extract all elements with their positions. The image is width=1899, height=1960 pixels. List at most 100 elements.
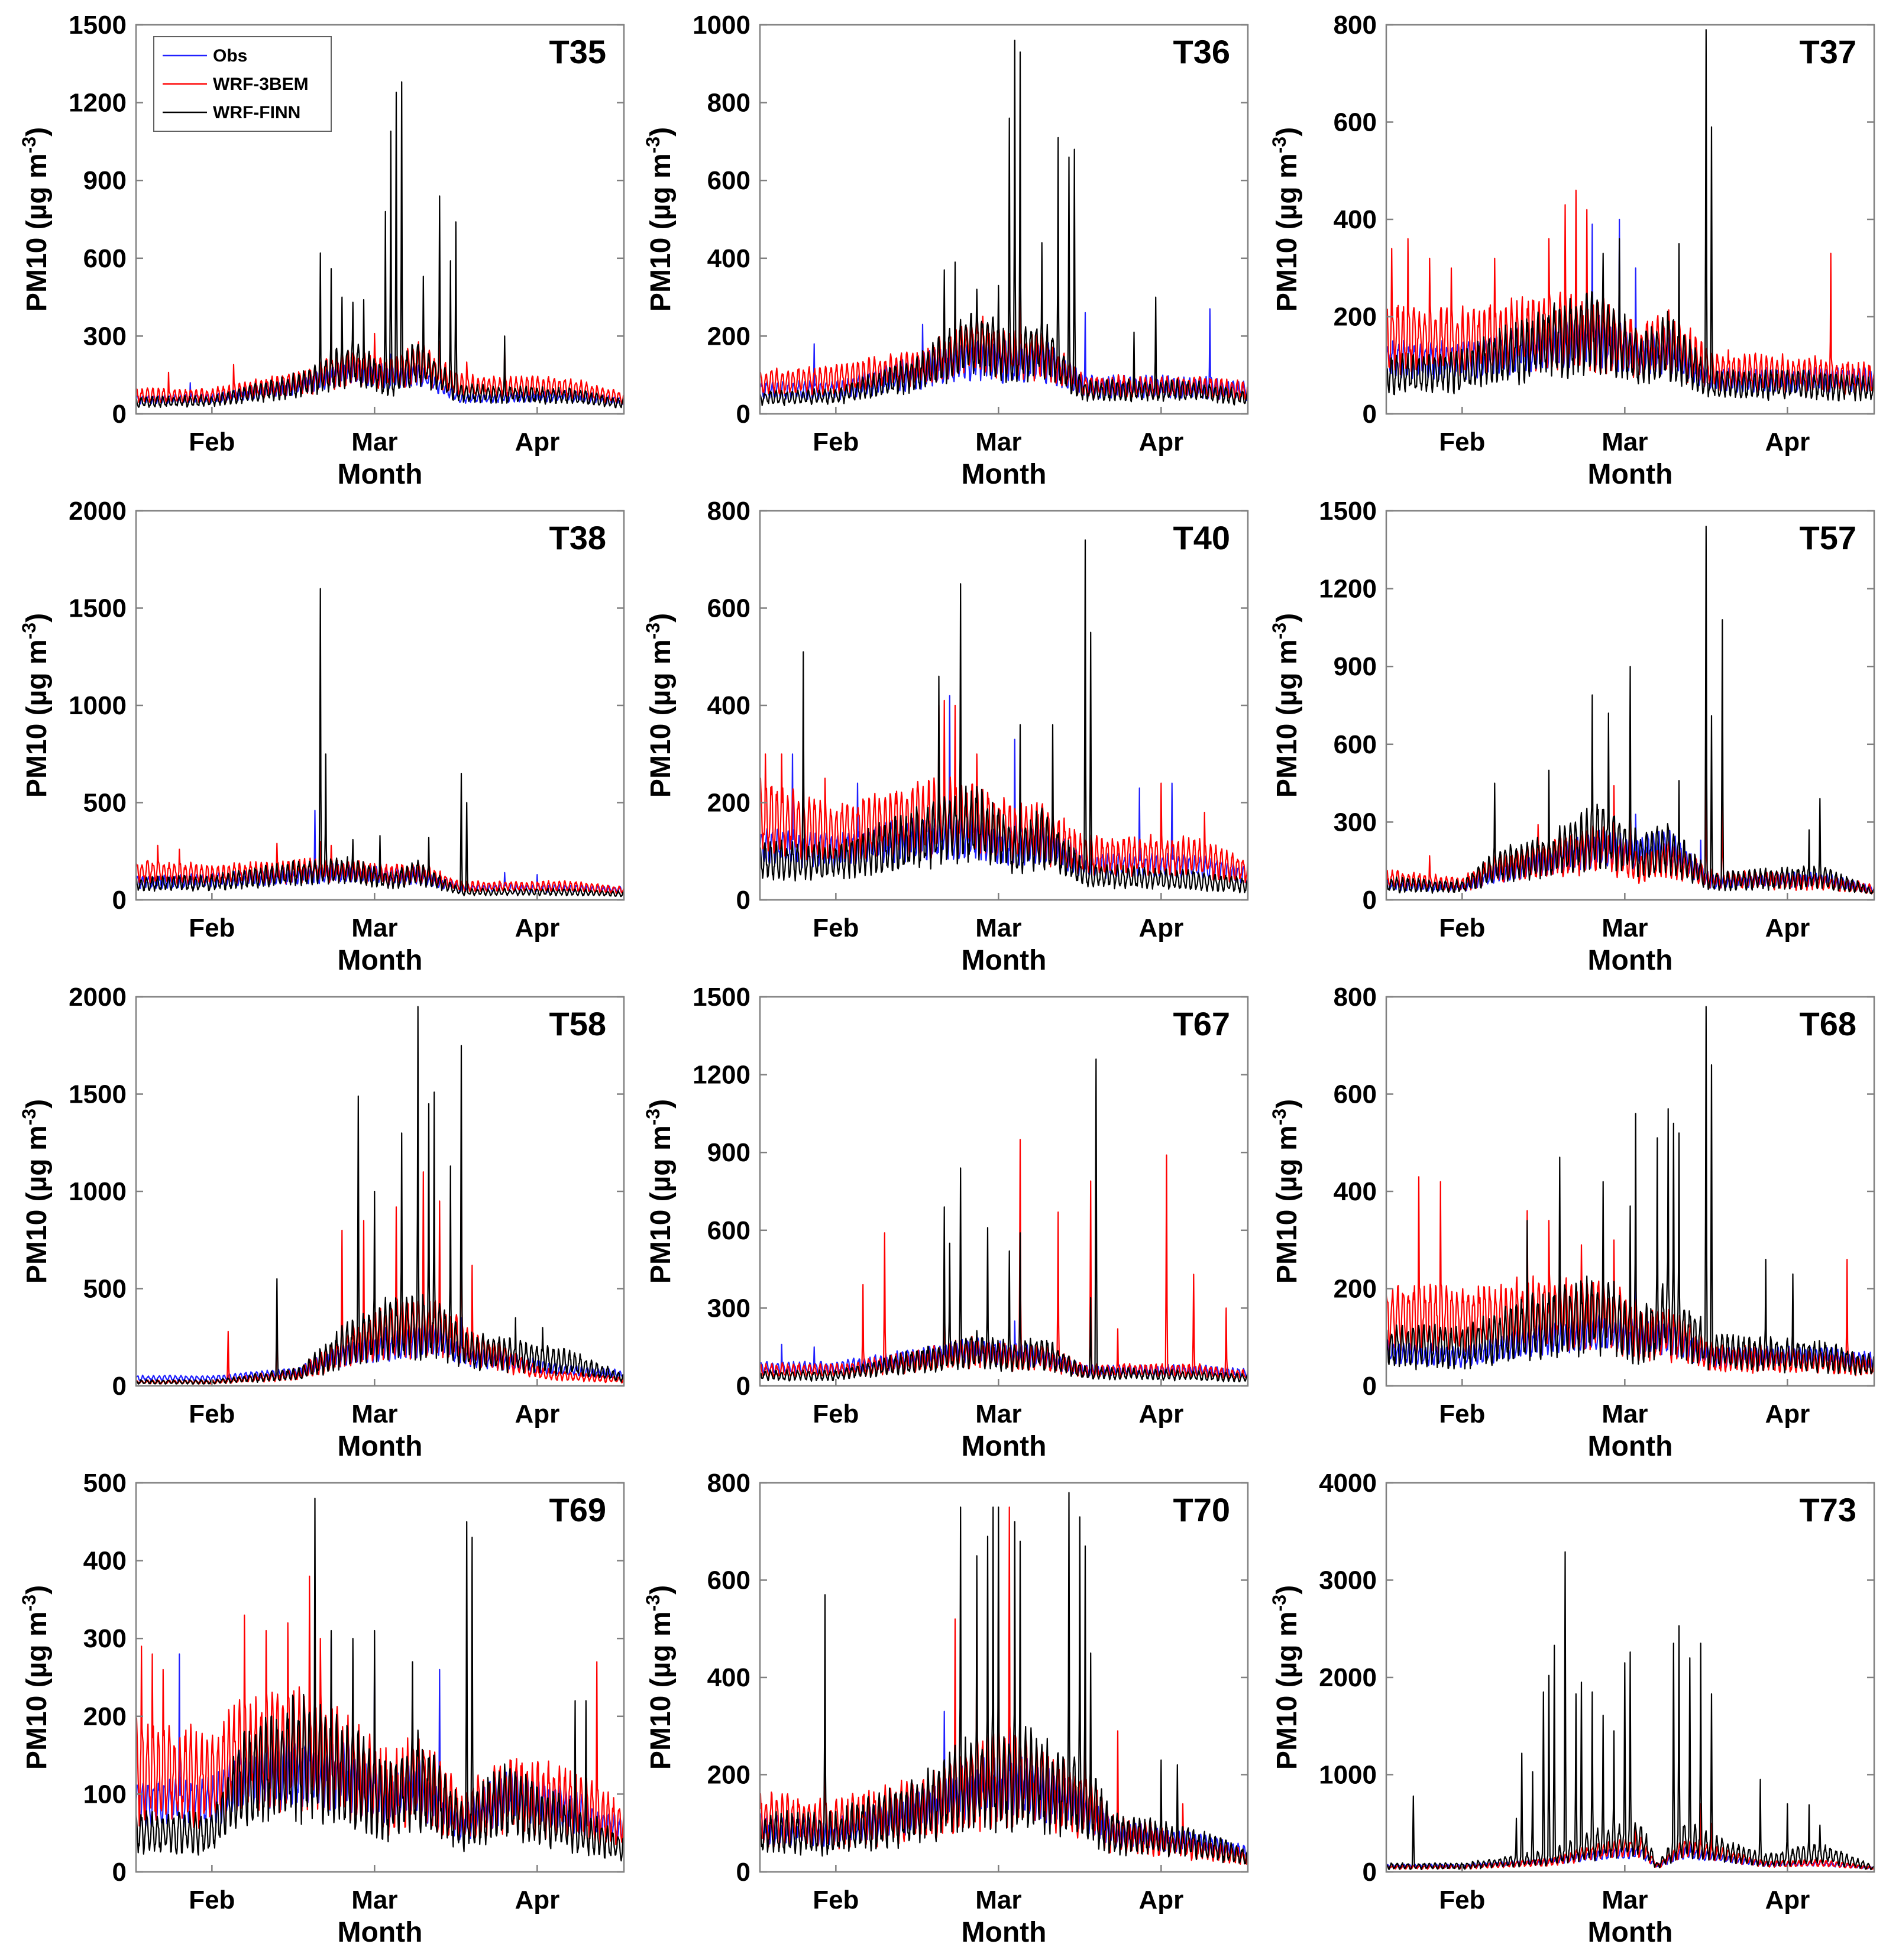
y-tick-label: 600 [707, 1216, 750, 1245]
series-line-wrf-3bem [760, 1507, 1248, 1865]
x-tick-label: Mar [1602, 913, 1648, 942]
y-tick-label: 1500 [1319, 497, 1377, 526]
series-line-wrf-finn [760, 1058, 1248, 1382]
x-tick-label: Mar [351, 1886, 397, 1914]
y-tick-label: 600 [1334, 1080, 1377, 1109]
panel-t40: 0 200 400 600 800 Feb Mar Apr Month PM10 (µg m-3)… [624, 486, 1257, 972]
panel-title: T67 [1173, 1005, 1231, 1042]
y-tick-label: 1500 [69, 594, 127, 623]
y-tick-label: 0 [1363, 886, 1377, 915]
x-tick-label: Apr [1765, 1886, 1810, 1914]
y-tick-label: 900 [83, 166, 127, 195]
chart-t68: 0 200 400 600 800 Feb Mar Apr Month PM10 (µg m-3)… [1269, 983, 1875, 1458]
panel-title: T68 [1800, 1005, 1857, 1042]
y-axis-label: PM10 (µg m-3) [642, 1099, 677, 1284]
series-line-wrf-finn [136, 588, 624, 898]
x-tick-label: Apr [515, 1886, 559, 1914]
chart-t40: 0 200 400 600 800 Feb Mar Apr Month PM10 (µg m-3)… [642, 497, 1249, 972]
y-tick-label: 800 [707, 89, 750, 118]
series-line-wrf-3bem [136, 304, 624, 404]
chart-t38: 0 500 1000 1500 2000 Feb Mar Apr Month PM10 (µg m… [18, 497, 625, 972]
y-tick-label: 0 [1363, 1858, 1377, 1887]
x-tick-label: Apr [515, 913, 559, 942]
x-axis-label: Month [338, 1431, 423, 1458]
y-tick-label: 800 [1334, 983, 1377, 1012]
panel-title: T40 [1173, 519, 1231, 556]
y-tick-label: 2000 [1319, 1663, 1377, 1692]
chart-t73: 0 1000 2000 3000 4000 Feb Mar Apr Month PM10 (µg … [1269, 1469, 1875, 1944]
y-tick-label: 200 [707, 322, 750, 351]
y-axis-label: PM10 (µg m-3) [1269, 1585, 1303, 1770]
y-tick-label: 200 [1334, 1275, 1377, 1304]
y-tick-label: 1200 [69, 89, 127, 118]
panel-t58: 0 500 1000 1500 2000 Feb Mar Apr Month PM10 (µg m… [0, 972, 633, 1458]
series-line-wrf-finn [136, 1006, 624, 1385]
x-axis-label: Month [1588, 1917, 1673, 1944]
y-tick-label: 1000 [693, 11, 750, 40]
x-tick-label: Mar [975, 1886, 1021, 1914]
legend-label-wrf-finn: WRF-FINN [213, 103, 300, 122]
y-tick-label: 400 [83, 1547, 127, 1576]
x-axis-label: Month [1588, 945, 1673, 972]
y-tick-label: 0 [112, 400, 127, 429]
plot-frame [135, 24, 625, 415]
panel-title: T36 [1173, 33, 1231, 70]
x-tick-label: Apr [1765, 427, 1810, 456]
y-axis-label: PM10 (µg m-3) [18, 1099, 53, 1284]
x-axis-label: Month [338, 459, 423, 486]
y-tick-label: 200 [707, 1761, 750, 1790]
series-line-wrf-finn [1386, 29, 1874, 401]
x-tick-label: Feb [1439, 1886, 1485, 1914]
y-tick-label: 800 [707, 1469, 750, 1498]
y-tick-label: 100 [83, 1780, 127, 1809]
y-tick-label: 4000 [1319, 1469, 1377, 1498]
panel-title: T69 [549, 1491, 607, 1528]
y-tick-label: 400 [1334, 205, 1377, 234]
series-line-obs [136, 1317, 624, 1382]
panel-t67: 0 300 600 900 1200 1500 Feb Mar Apr Month PM10 (µg… [624, 972, 1257, 1458]
y-tick-label: 400 [707, 1663, 750, 1692]
y-tick-label: 200 [1334, 303, 1377, 332]
y-tick-label: 800 [1334, 11, 1377, 40]
y-tick-label: 1500 [693, 983, 750, 1012]
x-tick-label: Mar [1602, 1399, 1648, 1428]
y-tick-label: 300 [83, 322, 127, 351]
x-tick-label: Feb [1439, 427, 1485, 456]
y-tick-label: 200 [83, 1702, 127, 1731]
y-tick-label: 0 [736, 1858, 750, 1887]
series-line-wrf-finn [1386, 1006, 1874, 1376]
x-tick-label: Feb [813, 427, 859, 456]
x-tick-label: Mar [351, 427, 397, 456]
y-tick-label: 400 [1334, 1177, 1377, 1206]
y-tick-label: 900 [1334, 652, 1377, 681]
y-axis-label: PM10 (µg m-3) [18, 127, 53, 312]
y-tick-label: 600 [707, 166, 750, 195]
y-axis-label: PM10 (µg m-3) [642, 613, 677, 798]
x-tick-label: Apr [1138, 427, 1183, 456]
x-tick-label: Apr [1138, 1886, 1183, 1914]
y-tick-label: 1000 [69, 1177, 127, 1206]
series-line-wrf-finn [1386, 1551, 1874, 1871]
y-tick-label: 0 [736, 400, 750, 429]
y-tick-label: 400 [707, 244, 750, 273]
y-axis-label: PM10 (µg m-3) [1269, 613, 1303, 798]
y-tick-label: 3000 [1319, 1566, 1377, 1595]
y-tick-label: 600 [1334, 108, 1377, 137]
panel-title: T37 [1800, 33, 1857, 70]
x-tick-label: Feb [1439, 1399, 1485, 1428]
panel-title: T70 [1173, 1491, 1231, 1528]
x-tick-label: Apr [1138, 1399, 1183, 1428]
x-tick-label: Apr [515, 1399, 559, 1428]
plot-frame [1385, 510, 1875, 901]
y-axis-label: PM10 (µg m-3) [1269, 127, 1303, 312]
chart-t37: 0 200 400 600 800 Feb Mar Apr Month PM10 (µg m-3)… [1269, 11, 1875, 486]
x-axis-label: Month [962, 459, 1047, 486]
x-axis-label: Month [1588, 1431, 1673, 1458]
panel-title: T38 [549, 519, 607, 556]
x-tick-label: Mar [975, 1399, 1021, 1428]
panel-title: T58 [549, 1005, 607, 1042]
x-tick-label: Mar [351, 913, 397, 942]
y-tick-label: 300 [1334, 808, 1377, 837]
y-tick-label: 900 [707, 1138, 750, 1167]
series-line-obs [760, 695, 1248, 885]
